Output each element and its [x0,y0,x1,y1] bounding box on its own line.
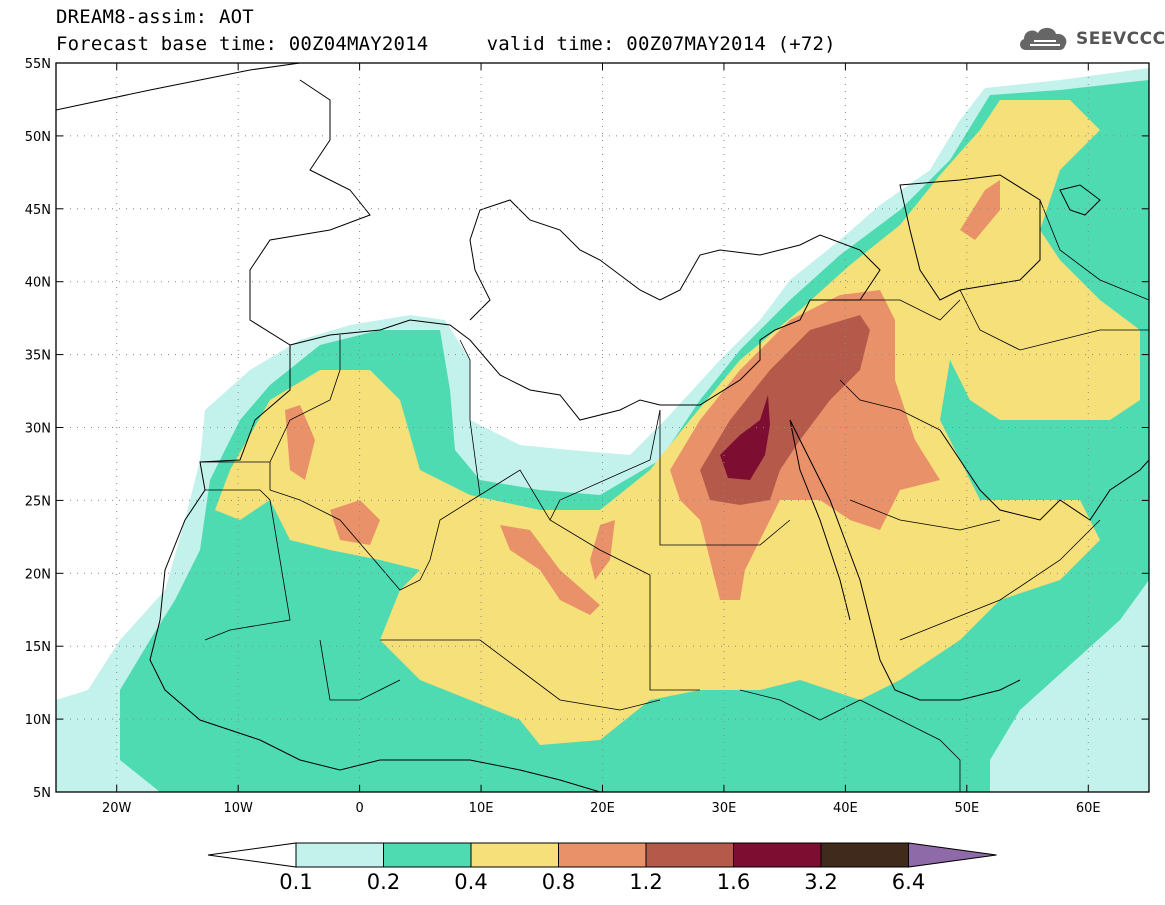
lon-tick-label: 0 [355,801,363,816]
lat-tick-label: 40N [25,276,51,291]
aot-contour-0.8f [960,180,1000,240]
lat-tick-label: 25N [25,494,51,509]
aot-contour-1.6 [720,395,770,480]
lon-tick-label: 50E [954,801,979,816]
colorbar-label: 1.2 [629,870,662,894]
lon-tick-label: 40E [833,801,858,816]
cloud-icon [1020,27,1067,50]
lat-tick-label: 45N [25,203,51,218]
colorbar-box [645,842,734,868]
aot-contour-0.8e [590,520,615,580]
country-borders [200,199,1149,792]
aot-contour-0.4 [215,100,1140,745]
colorbar-label: 1.6 [717,870,750,894]
lat-tick-label: 50N [25,130,51,145]
colorbar-label: 3.2 [804,870,837,894]
lon-tick-label: 10W [223,801,253,816]
colorbar-label: 0.1 [279,870,312,894]
colorbar-label: 6.4 [892,870,925,894]
map-title: DREAM8-assim: AOT [56,6,254,28]
lat-tick-label: 10N [25,713,51,728]
colorbar-label: 0.4 [454,870,487,894]
aot-contour-0.8d [500,525,600,615]
lat-tick-label: 30N [25,422,51,437]
lat-tick-label: 35N [25,349,51,364]
colorbar-box [383,842,472,868]
lat-tick-label: 55N [25,57,51,72]
lat-lon-grid [56,63,1149,792]
seevccc-logo: SEEVCCC [1018,22,1165,56]
colorbar-box [820,842,909,868]
lon-tick-label: 30E [712,801,737,816]
lat-tick-label: 5N [33,786,51,801]
axis-ticks [56,62,1149,793]
aot-contour-0.8b [330,500,380,545]
colorbar-under-triangle [207,842,297,868]
lat-tick-label: 15N [25,640,51,655]
aot-contour-0.8c [285,405,315,480]
colorbar-box [558,842,647,868]
logo-text: SEEVCCC [1076,29,1165,49]
coastlines [56,63,1149,792]
aot-contour-0.8 [670,290,940,600]
colorbar-box [470,842,559,868]
colorbar: 0.1 0.2 0.4 0.8 1.2 1.6 3.2 6.4 [207,842,997,894]
colorbar-box [733,842,822,868]
lon-tick-label: 10E [469,801,494,816]
lon-tick-label: 20E [590,801,615,816]
lat-tick-label: 20N [25,567,51,582]
colorbar-label: 0.8 [542,870,575,894]
axis-labels: 55N 50N 45N 40N 35N 30N 25N 20N 15N 10N 5N 20W 10W 0 1… [25,57,1101,816]
lon-tick-label: 60E [1076,801,1101,816]
colorbar-label: 0.2 [367,870,400,894]
aot-field [56,68,1149,792]
forecast-times: Forecast base time: 00Z04MAY2014 valid t… [56,33,836,55]
lon-tick-label: 20W [102,801,132,816]
colorbar-box [295,842,384,868]
colorbar-over-triangle [908,842,997,868]
